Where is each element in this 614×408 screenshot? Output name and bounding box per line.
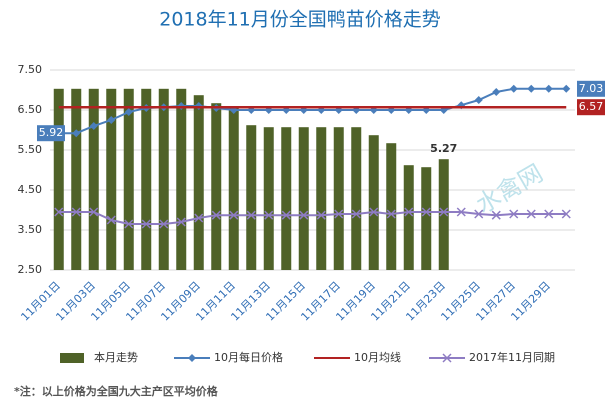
marker — [264, 210, 274, 220]
marker — [71, 207, 81, 217]
marker — [141, 219, 151, 229]
marker — [54, 207, 64, 217]
chart-title: 2018年11月份全国鸭苗价格走势 — [159, 9, 441, 31]
data-label-box: 5.92 — [37, 125, 65, 142]
marker — [89, 207, 99, 217]
label-box — [577, 80, 605, 97]
marker — [527, 84, 536, 93]
bar — [141, 88, 152, 270]
marker — [211, 210, 221, 220]
marker — [492, 88, 501, 96]
bar — [298, 127, 309, 270]
y-tick-label: 2.50 — [18, 263, 43, 276]
legend-label: 10月均线 — [354, 350, 401, 364]
y-tick-label: 7.50 — [18, 63, 43, 76]
bar — [368, 135, 379, 270]
bar — [123, 88, 134, 270]
marker — [89, 122, 98, 130]
bar — [88, 88, 99, 270]
marker — [246, 210, 256, 220]
label-box — [37, 125, 65, 142]
marker — [474, 209, 484, 219]
marker — [544, 209, 554, 219]
y-tick-label: 4.50 — [18, 183, 43, 196]
marker — [421, 207, 431, 217]
marker — [456, 207, 466, 217]
footnote: *注：以上价格为全国九大主产区平均价格 — [14, 384, 219, 398]
label-box — [577, 99, 605, 116]
marker — [124, 219, 134, 229]
marker — [229, 210, 239, 220]
marker — [509, 84, 518, 93]
marker — [509, 209, 519, 219]
line — [58, 210, 567, 225]
marker — [334, 209, 344, 219]
bar — [281, 127, 292, 270]
bar — [246, 125, 257, 270]
legend-marker — [442, 353, 452, 363]
marker — [299, 210, 309, 220]
data-label-box: 6.57 — [577, 99, 605, 116]
marker — [176, 217, 186, 227]
bar — [403, 165, 414, 270]
bar — [316, 127, 327, 270]
data-label: 5.27 — [430, 142, 457, 155]
marker — [526, 209, 536, 219]
bar — [421, 167, 432, 270]
legend-swatch — [60, 353, 84, 363]
data-label: 5.92 — [39, 126, 64, 139]
data-label: 6.57 — [579, 100, 604, 113]
legend-label: 本月走势 — [94, 350, 138, 364]
marker — [281, 210, 291, 220]
bar — [228, 106, 239, 270]
bar — [263, 127, 274, 270]
bar — [176, 88, 187, 270]
marker — [491, 210, 501, 220]
bar — [53, 88, 64, 270]
legend-marker — [188, 354, 196, 362]
marker — [562, 84, 571, 93]
marker — [561, 209, 571, 219]
marker — [351, 209, 361, 219]
bar — [158, 88, 169, 270]
bar — [211, 103, 222, 270]
line — [58, 87, 567, 135]
marker — [369, 207, 379, 217]
bar — [351, 127, 362, 270]
y-tick-label: 6.50 — [18, 103, 43, 116]
legend-label: 2017年11月同期 — [469, 350, 555, 364]
data-label-box: 7.03 — [577, 80, 605, 97]
bar — [333, 127, 344, 270]
marker — [72, 129, 81, 138]
marker — [124, 108, 133, 116]
marker — [106, 215, 116, 225]
marker — [544, 84, 553, 93]
legend-label: 10月每日价格 — [214, 350, 283, 364]
marker — [404, 207, 414, 217]
marker — [316, 210, 326, 220]
marker — [474, 96, 483, 104]
marker — [159, 219, 169, 229]
marker — [194, 213, 204, 223]
marker — [439, 207, 449, 217]
bar — [438, 159, 449, 270]
marker — [386, 209, 396, 219]
bar — [193, 95, 204, 270]
y-tick-label: 5.50 — [18, 143, 43, 156]
y-tick-label: 3.50 — [18, 223, 43, 236]
marker — [107, 116, 116, 124]
bar — [71, 88, 82, 270]
data-label: 7.03 — [579, 82, 604, 95]
bar — [106, 88, 117, 270]
bar — [386, 143, 397, 270]
